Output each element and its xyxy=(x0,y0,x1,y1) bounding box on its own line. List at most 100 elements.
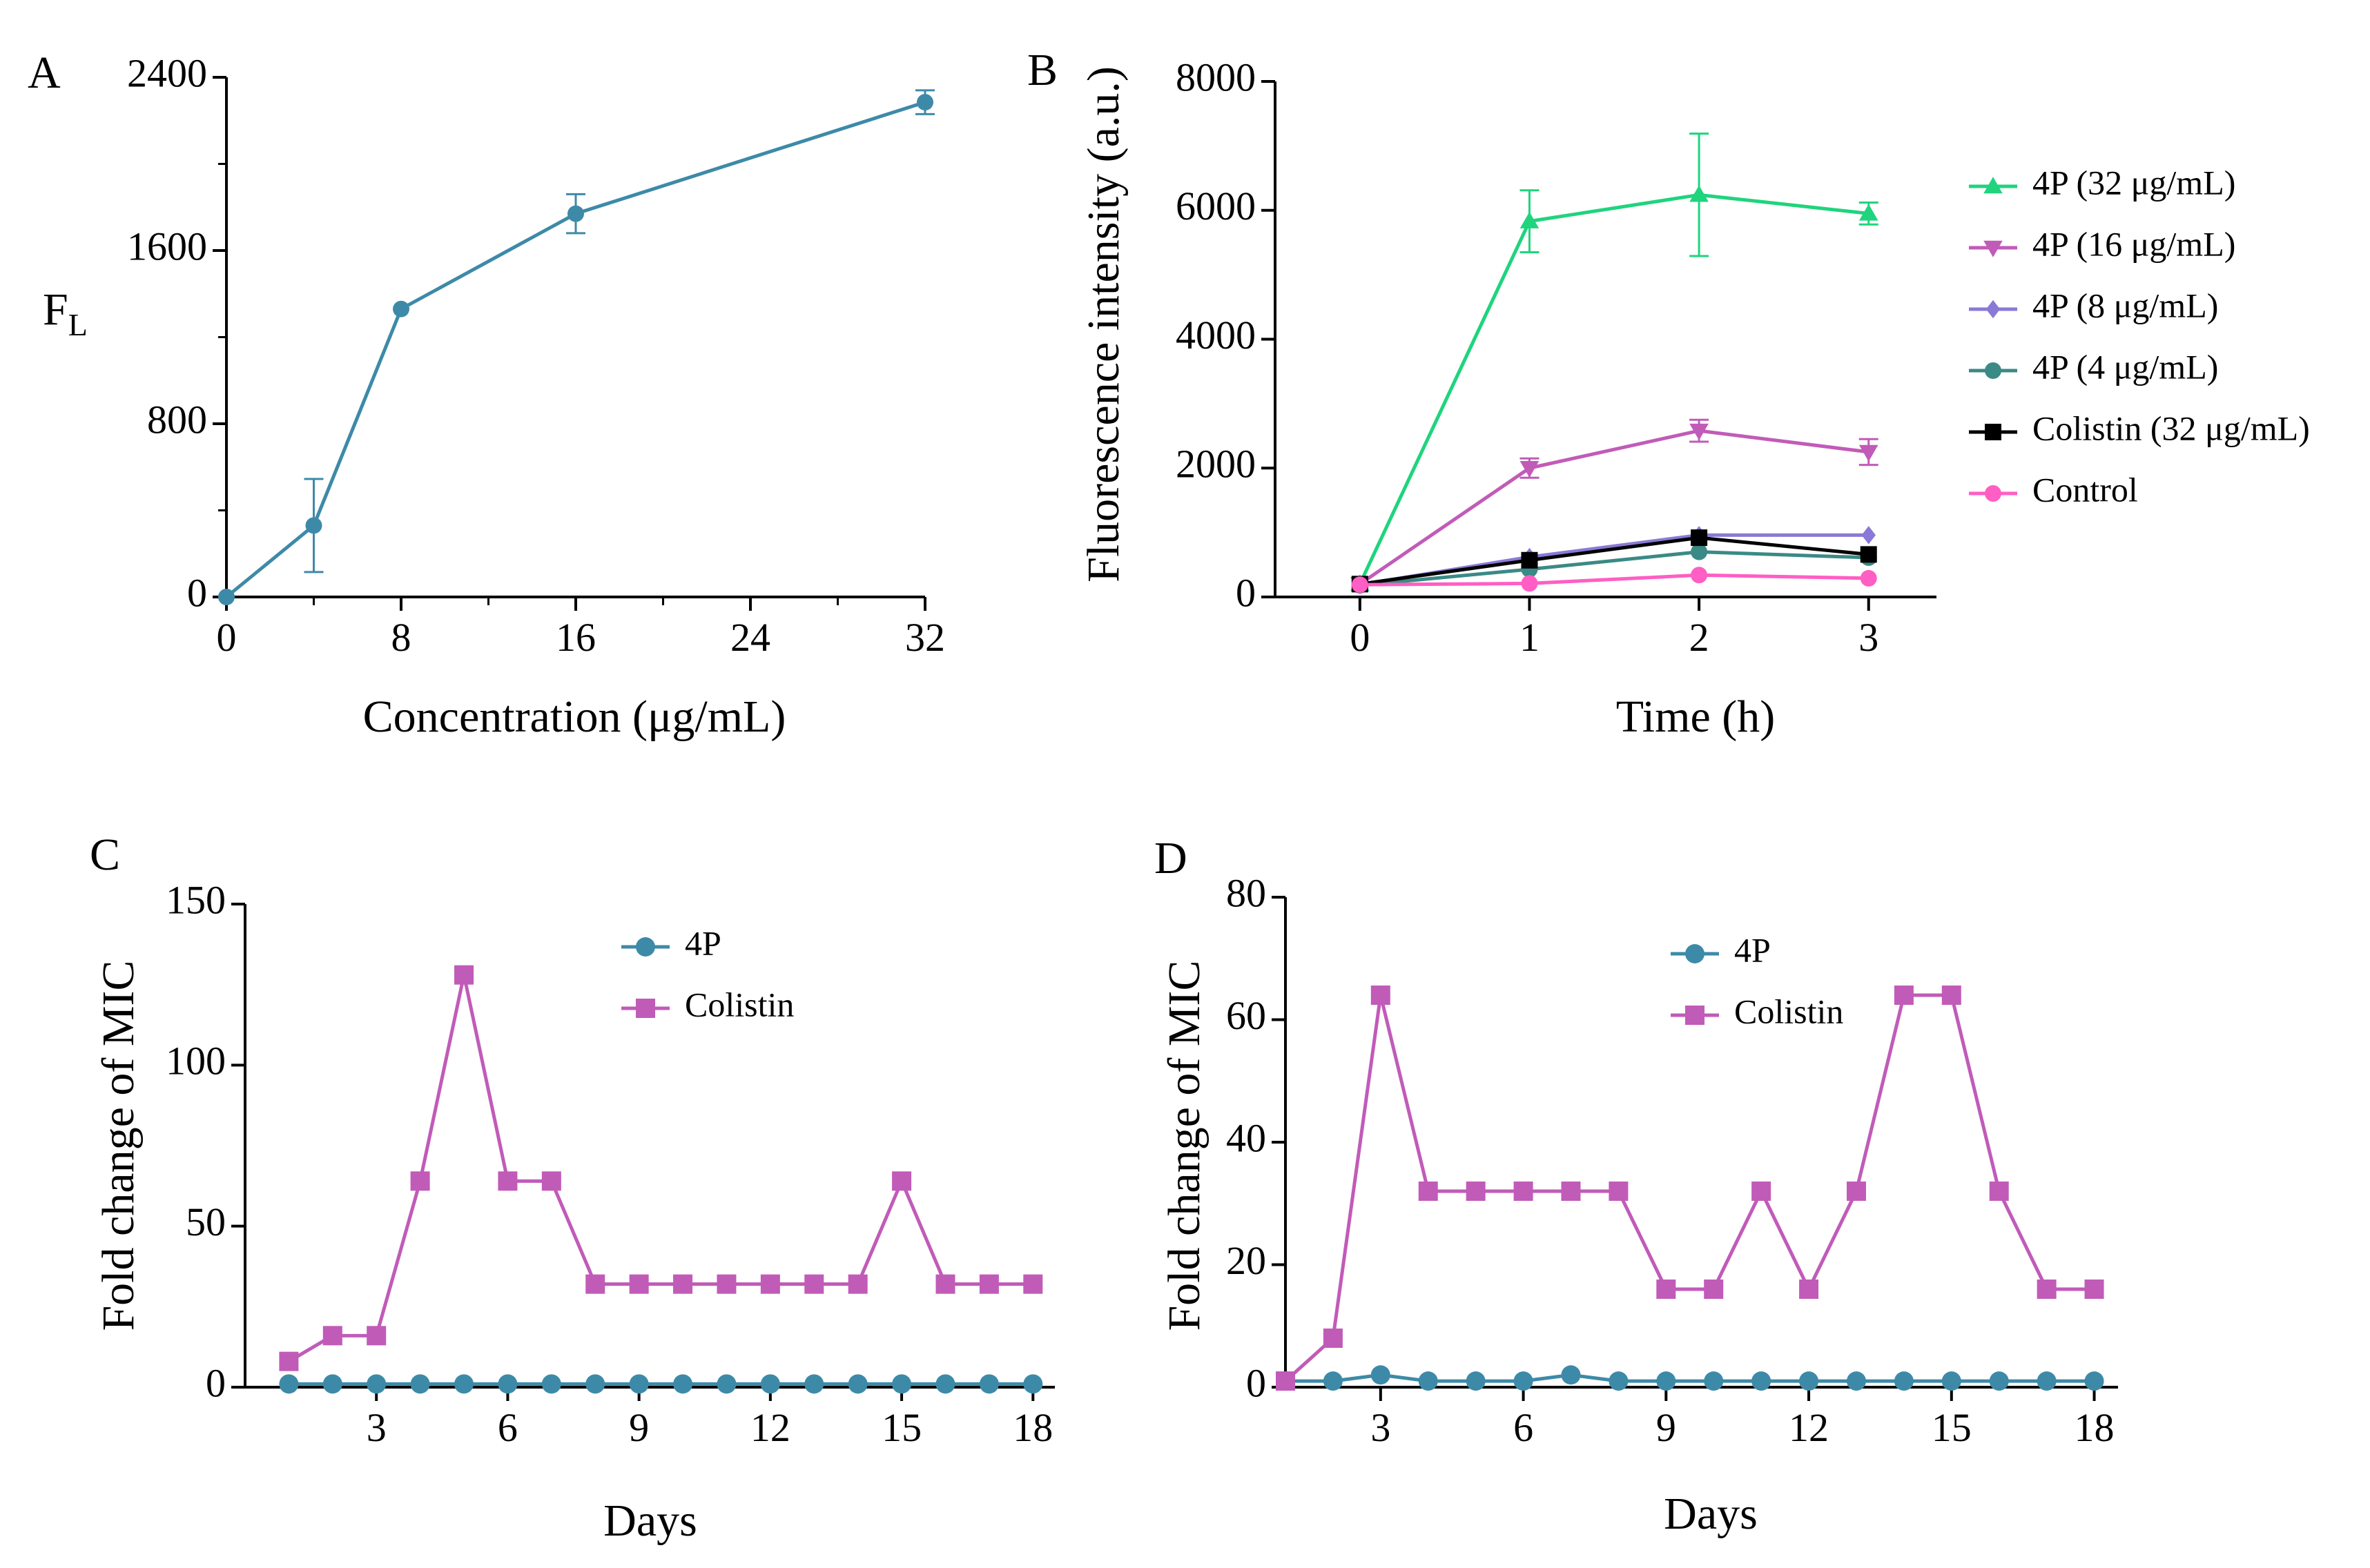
data-point xyxy=(1323,1329,1343,1348)
data-point xyxy=(1704,1280,1724,1299)
x-tick-label: 24 xyxy=(730,615,770,660)
y-axis-title: Fold change of MIC xyxy=(93,960,144,1331)
x-tick-label: 8 xyxy=(391,615,411,660)
data-point xyxy=(717,1374,737,1394)
data-point xyxy=(1846,1371,1866,1391)
x-tick-label: 3 xyxy=(1370,1405,1390,1450)
y-tick-label: 40 xyxy=(1226,1115,1266,1160)
y-axis-title-sub: L xyxy=(68,307,88,342)
data-point xyxy=(541,1171,561,1191)
panel-letter: C xyxy=(90,830,120,880)
data-point xyxy=(1689,185,1709,202)
data-point xyxy=(1860,546,1877,563)
data-point xyxy=(454,1374,474,1394)
data-point xyxy=(585,1274,605,1294)
data-point xyxy=(629,1274,649,1294)
data-point xyxy=(1751,1182,1771,1201)
data-point xyxy=(585,1374,605,1394)
x-tick-label: 12 xyxy=(1789,1405,1829,1450)
data-point xyxy=(804,1274,824,1294)
y-tick-label: 150 xyxy=(166,877,226,922)
legend-marker xyxy=(1985,424,2001,440)
legend: 4P Colistin xyxy=(1671,930,1843,1030)
data-point xyxy=(279,1351,299,1371)
x-tick-label: 1 xyxy=(1519,615,1539,660)
data-point xyxy=(1894,1371,1914,1391)
y-tick-label: 0 xyxy=(206,1360,226,1405)
legend-marker xyxy=(1985,300,2001,319)
x-tick-label: 15 xyxy=(882,1405,922,1450)
x-tick-label: 6 xyxy=(1513,1405,1533,1450)
data-point xyxy=(1513,1182,1533,1201)
data-point xyxy=(1989,1371,2009,1391)
x-tick-label: 16 xyxy=(556,615,596,660)
y-tick-label: 50 xyxy=(186,1199,226,1244)
data-point xyxy=(1609,1371,1629,1391)
data-point xyxy=(1751,1371,1771,1391)
legend-label: 4P xyxy=(685,923,721,962)
legend-label: Colistin xyxy=(1734,992,1843,1030)
data-point xyxy=(1609,1182,1629,1201)
legend-label: 4P (8 μg/mL) xyxy=(2032,286,2218,324)
data-point xyxy=(322,1326,342,1346)
data-point xyxy=(1351,576,1368,594)
legend-marker xyxy=(1983,240,2003,257)
data-point xyxy=(454,965,474,985)
legend-label: Control xyxy=(2032,470,2138,509)
series-0 xyxy=(1350,133,1878,591)
y-tick-label: 100 xyxy=(166,1039,226,1084)
x-tick-label: 2 xyxy=(1689,615,1709,660)
x-tick-label: 18 xyxy=(1013,1405,1053,1450)
data-point xyxy=(1466,1182,1486,1201)
legend-marker xyxy=(1985,362,2001,379)
x-tick-label: 12 xyxy=(750,1405,790,1450)
data-point xyxy=(1561,1182,1581,1201)
x-tick-label: 9 xyxy=(1656,1405,1676,1450)
data-point xyxy=(1023,1274,1043,1294)
legend-marker xyxy=(1985,485,2001,502)
y-axis-title: Fold change of MIC xyxy=(1159,960,1210,1331)
data-point xyxy=(1894,986,1914,1005)
x-axis-title: Days xyxy=(603,1496,697,1546)
data-point xyxy=(760,1274,780,1294)
data-point xyxy=(935,1274,955,1294)
data-point xyxy=(367,1326,387,1346)
series-3 xyxy=(1351,543,1877,594)
data-point xyxy=(1860,569,1877,587)
data-point xyxy=(1858,204,1878,221)
data-point xyxy=(1799,1280,1819,1299)
legend: 4P (32 μg/mL) 4P (16 μg/mL) 4P (8 μg/mL) 4P… xyxy=(1969,163,2310,509)
data-point xyxy=(917,94,933,111)
data-point xyxy=(2037,1280,2057,1299)
data-point xyxy=(979,1374,999,1394)
x-tick-label: 3 xyxy=(367,1405,387,1450)
series-line xyxy=(1358,193,1869,585)
data-point xyxy=(1704,1371,1724,1391)
data-point xyxy=(410,1374,430,1394)
data-point xyxy=(804,1374,824,1394)
data-point xyxy=(892,1171,912,1191)
y-tick-label: 4000 xyxy=(1176,313,1256,357)
data-point xyxy=(410,1171,430,1191)
y-tick-label: 0 xyxy=(1246,1360,1266,1405)
data-point xyxy=(2037,1371,2057,1391)
data-point xyxy=(1276,1371,1295,1391)
series-0 xyxy=(279,1374,1043,1394)
legend-marker xyxy=(1685,1006,1704,1025)
data-point xyxy=(1799,1371,1819,1391)
data-point xyxy=(717,1274,737,1294)
data-point xyxy=(1941,1371,1961,1391)
y-tick-label: 8000 xyxy=(1176,55,1256,99)
data-point xyxy=(498,1374,518,1394)
data-point xyxy=(279,1374,299,1394)
data-point xyxy=(1370,1365,1390,1385)
data-point xyxy=(1691,543,1708,560)
data-point xyxy=(629,1374,649,1394)
y-tick-label: 800 xyxy=(147,397,207,442)
y-tick-label: 1600 xyxy=(127,224,207,268)
panel-c: C 3 6 9 12 15 18 0 50 100 150 Days Fold change of MI… xyxy=(90,830,1055,1546)
panel-b: B 0 1 2 3 0 2000 4000 6000 8000 Time (h) Fluorescen… xyxy=(1027,45,2310,742)
data-point xyxy=(848,1374,868,1394)
data-point xyxy=(393,300,409,317)
